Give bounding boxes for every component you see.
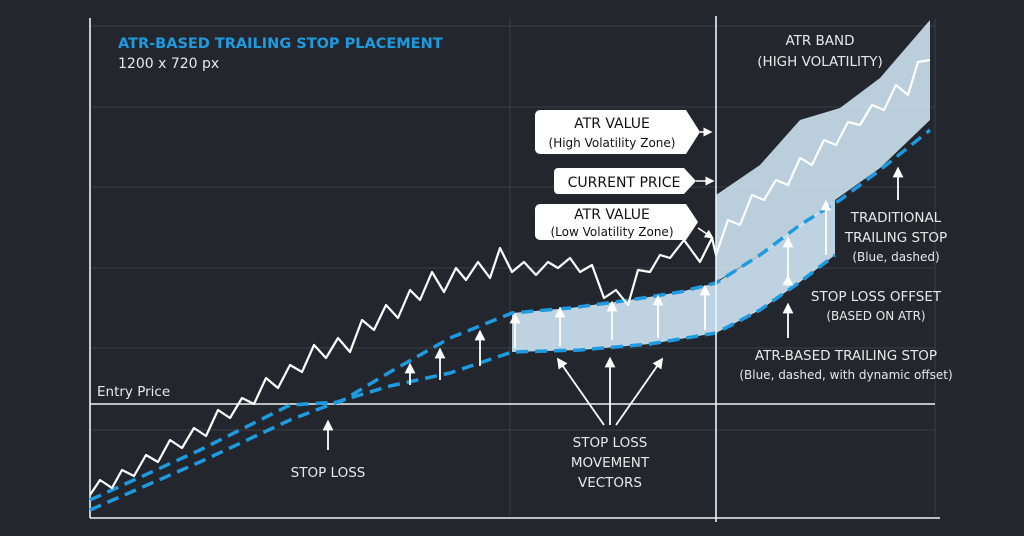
- callout-current-price-label: CURRENT PRICE: [568, 175, 681, 191]
- callout-atr-high-main: ATR VALUE: [574, 116, 650, 132]
- callout-atr-low-sub: (Low Volatility Zone): [551, 225, 674, 239]
- traditional-stop-label-1: TRADITIONAL: [850, 210, 942, 226]
- vectors-pointer: [556, 356, 664, 426]
- atr-band-label-line2: (HIGH VOLATILITY): [757, 54, 882, 70]
- atr-band-label-line1: ATR BAND: [785, 33, 854, 49]
- entry-price-label: Entry Price: [97, 384, 170, 400]
- chart-title: ATR-BASED TRAILING STOP PLACEMENT: [118, 36, 443, 52]
- atr-trailing-stop-series: [89, 128, 932, 502]
- vectors-label-1: STOP LOSS: [573, 435, 648, 451]
- callout-atr-high-sub: (High Volatility Zone): [549, 136, 676, 150]
- callout-atr-low: ATR VALUE (Low Volatility Zone): [535, 204, 714, 240]
- traditional-trailing-stop-series: [89, 253, 837, 512]
- vectors-label-3: VECTORS: [578, 475, 642, 491]
- movement-vectors: [404, 199, 832, 385]
- atr-stop-label-2: (Blue, dashed, with dynamic offset): [739, 368, 952, 382]
- current-price-series: [89, 58, 931, 496]
- callout-current-price: CURRENT PRICE: [554, 168, 715, 194]
- stop-offset-label-2: (BASED ON ATR): [826, 309, 925, 323]
- stop-offset-label-1: STOP LOSS OFFSET: [811, 289, 942, 305]
- atr-stop-label-1: ATR-BASED TRAILING STOP: [755, 348, 937, 364]
- callout-atr-high: ATR VALUE (High Volatility Zone): [535, 110, 713, 154]
- atr-band-high-volatility: [716, 20, 930, 282]
- vectors-label-2: MOVEMENT: [571, 455, 650, 471]
- traditional-stop-label-2: TRAILING STOP: [844, 230, 947, 246]
- traditional-stop-label-3: (Blue, dashed): [852, 250, 939, 264]
- stop-offset-band: [512, 200, 835, 352]
- stop-loss-label: STOP LOSS: [291, 465, 366, 481]
- callout-atr-low-main: ATR VALUE: [574, 207, 650, 223]
- chart-subtitle: 1200 x 720 px: [118, 56, 219, 72]
